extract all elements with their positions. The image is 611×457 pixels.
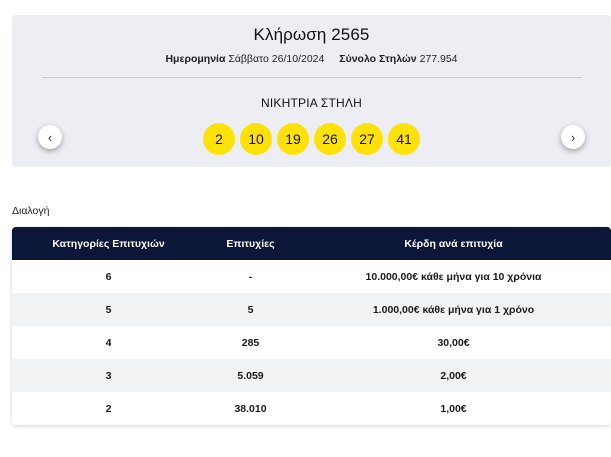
draw-meta: Ημερομηνία Σάββατο 26/10/2024 Σύνολο Στη…	[12, 53, 611, 65]
cell-prize: 1,00€	[440, 402, 467, 415]
number-ball: 27	[351, 123, 383, 155]
number-ball: 10	[240, 123, 272, 155]
cell-prize: 2,00€	[440, 369, 467, 382]
cell-winners: 285	[241, 336, 260, 349]
number-ball: 41	[388, 123, 420, 155]
header-category: Κατηγορίες Επιτυχιών	[52, 237, 165, 250]
cell-category: 5	[105, 303, 112, 316]
table-row: 6 - 10.000,00€ κάθε μήνα για 10 χρόνια	[12, 260, 611, 293]
cell-winners: 38.010	[234, 402, 267, 415]
draw-date: Ημερομηνία Σάββατο 26/10/2024	[165, 53, 324, 65]
table-row: 3 5.059 2,00€	[12, 359, 611, 392]
cell-winners: 5	[247, 303, 254, 316]
cell-winners: -	[248, 270, 253, 283]
header-prize: Κέρδη ανά επιτυχία	[404, 237, 503, 250]
chevron-left-icon: ‹	[47, 129, 53, 145]
draw-date-value: Σάββατο 26/10/2024	[228, 53, 325, 65]
chevron-right-icon: ›	[570, 129, 576, 145]
draw-card: Κλήρωση 2565 Ημερομηνία Σάββατο 26/10/20…	[12, 15, 611, 167]
number-ball: 2	[203, 123, 235, 155]
cell-category: 4	[105, 336, 112, 349]
table-header-row: Κατηγορίες Επιτυχιών Επιτυχίες Κέρδη ανά…	[12, 227, 611, 260]
previous-draw-button[interactable]: ‹	[38, 125, 62, 149]
winning-column-label: ΝΙΚΗΤΡΙΑ ΣΤΗΛΗ	[261, 96, 362, 110]
number-ball: 26	[314, 123, 346, 155]
cell-category: 6	[105, 270, 112, 283]
cell-category: 3	[105, 369, 112, 382]
next-draw-button[interactable]: ›	[561, 125, 585, 149]
section-label: Διαλογή	[12, 205, 50, 217]
number-ball: 19	[277, 123, 309, 155]
table-row: 4 285 30,00€	[12, 326, 611, 359]
draw-title: Κλήρωση 2565	[253, 25, 370, 44]
draw-columns-label: Σύνολο Στηλών	[339, 53, 417, 65]
results-table: Κατηγορίες Επιτυχιών Επιτυχίες Κέρδη ανά…	[12, 227, 611, 425]
header-winners: Επιτυχίες	[226, 237, 275, 250]
draw-date-label: Ημερομηνία	[165, 53, 226, 65]
table-row: 5 5 1.000,00€ κάθε μήνα για 1 χρόνο	[12, 293, 611, 326]
cell-prize: 10.000,00€ κάθε μήνα για 10 χρόνια	[365, 270, 542, 283]
cell-category: 2	[105, 402, 112, 415]
winning-numbers: 2 10 19 26 27 41	[12, 123, 611, 155]
table-row: 2 38.010 1,00€	[12, 392, 611, 425]
divider	[42, 77, 582, 78]
cell-prize: 30,00€	[437, 336, 470, 349]
cell-winners: 5.059	[237, 369, 264, 382]
draw-columns: Σύνολο Στηλών 277.954	[339, 53, 457, 65]
draw-columns-value: 277.954	[419, 53, 458, 65]
cell-prize: 1.000,00€ κάθε μήνα για 1 χρόνο	[372, 303, 535, 316]
